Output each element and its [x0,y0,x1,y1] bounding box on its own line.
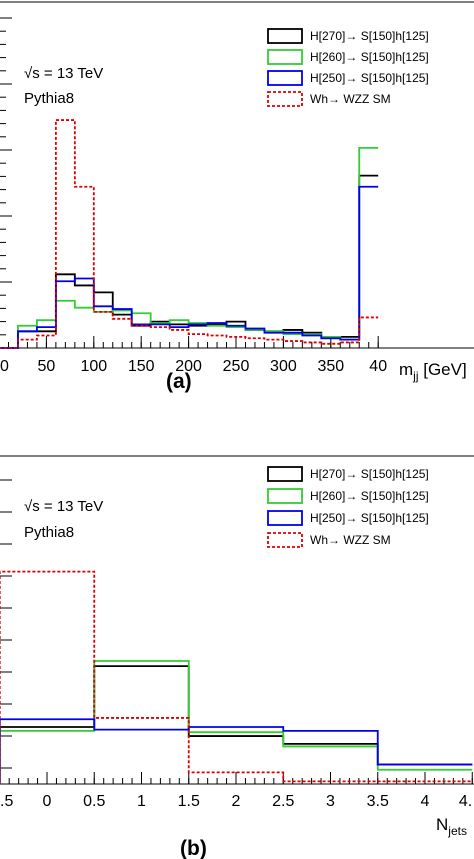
legend-swatch [267,532,303,548]
x-tick-label: 0 [43,793,52,810]
x-tick-label: 2.5 [272,793,294,810]
x-tick-label: 200 [175,358,202,375]
x-tick-label: 3.5 [367,793,389,810]
legend-entry: H[250]→ S[150]h[125] [310,511,429,525]
x-tick-label: 4. [459,793,472,810]
legend-swatch [267,510,303,526]
x-tick-label: 100 [80,358,107,375]
panel-b-legend: H[270]→ S[150]h[125] H[260]→ S[150]h[125]… [267,466,429,548]
panel-a-x-axis-label: mjj [GeV] [399,360,467,383]
x-tick-label: 350 [317,358,344,375]
x-tick-label: 1 [137,793,146,810]
x-tick-label: 50 [38,358,56,375]
series-1-histogram [0,660,473,784]
x-tick-label: 2 [232,793,241,810]
x-tick-label: 1.5 [178,793,200,810]
legend-swatch [267,91,303,107]
series-3-histogram [0,570,473,784]
legend-entry: H[250]→ S[150]h[125] [310,71,429,85]
panel-b-x-axis-label: Njets [436,815,467,838]
panel-a-series [0,119,379,349]
x-tick-label: 0.5 [83,793,105,810]
x-tick-label: 150 [128,358,155,375]
panel-b-series [0,570,473,784]
panel-b-y-ticks [0,479,12,769]
panel-a: 0 50 100 150 200 250 300 350 40 √s = 13 TeV Pyth… [0,1,474,393]
x-tick-label: 0 [0,358,9,375]
legend-entry: H[260]→ S[150]h[125] [310,50,429,64]
panel-a-y-ticks [0,17,12,349]
panel-b-energy-annotation: √s = 13 TeV [24,498,103,515]
legend-swatch [267,28,303,44]
legend-swatch [267,49,303,65]
legend-swatch [267,466,303,482]
panel-a-energy-annotation: √s = 13 TeV [24,65,103,82]
series-3-histogram [0,119,379,349]
legend-entry: H[270]→ S[150]h[125] [310,29,429,43]
series-2-histogram [0,185,379,349]
series-1-histogram [0,146,379,349]
panel-a-legend: H[270]→ S[150]h[125] H[260]→ S[150]h[125]… [267,28,429,107]
panel-a-xlabel-unit: [GeV] [419,360,467,379]
panel-b-x-ticks: .5 0 0.5 1 1.5 2 2.5 3 3.5 4 4. [0,772,473,810]
legend-entry: H[260]→ S[150]h[125] [310,489,429,503]
x-tick-label: 3 [326,793,335,810]
x-tick-label: 300 [270,358,297,375]
panel-b-xlabel-sub: jets [447,824,467,838]
legend-entry: Wh→ WZZ SM [310,533,391,547]
x-tick-label: 4 [421,793,430,810]
panel-a-label: (a) [166,370,192,393]
legend-entry: Wh→ WZZ SM [310,92,391,106]
panel-a-generator-annotation: Pythia8 [24,90,74,107]
panel-a-xlabel-sub: jj [412,369,418,383]
panel-b-generator-annotation: Pythia8 [24,524,74,541]
legend-entry: H[270]→ S[150]h[125] [310,467,429,481]
x-tick-label: 250 [223,358,250,375]
x-tick-label: 40 [369,358,387,375]
panel-b: .5 0 0.5 1 1.5 2 2.5 3 3.5 4 4. √s = 13 TeV Pythia… [0,455,474,859]
legend-swatch [267,488,303,504]
panel-a-xlabel-main: m [399,360,413,379]
panel-b-xlabel-main: N [436,815,448,834]
x-tick-label: .5 [0,793,13,810]
panel-b-label: (b) [180,837,207,859]
series-0-histogram [0,665,473,784]
panel-a-x-ticks: 0 50 100 150 200 250 300 350 40 [0,336,387,375]
legend-swatch [267,70,303,86]
